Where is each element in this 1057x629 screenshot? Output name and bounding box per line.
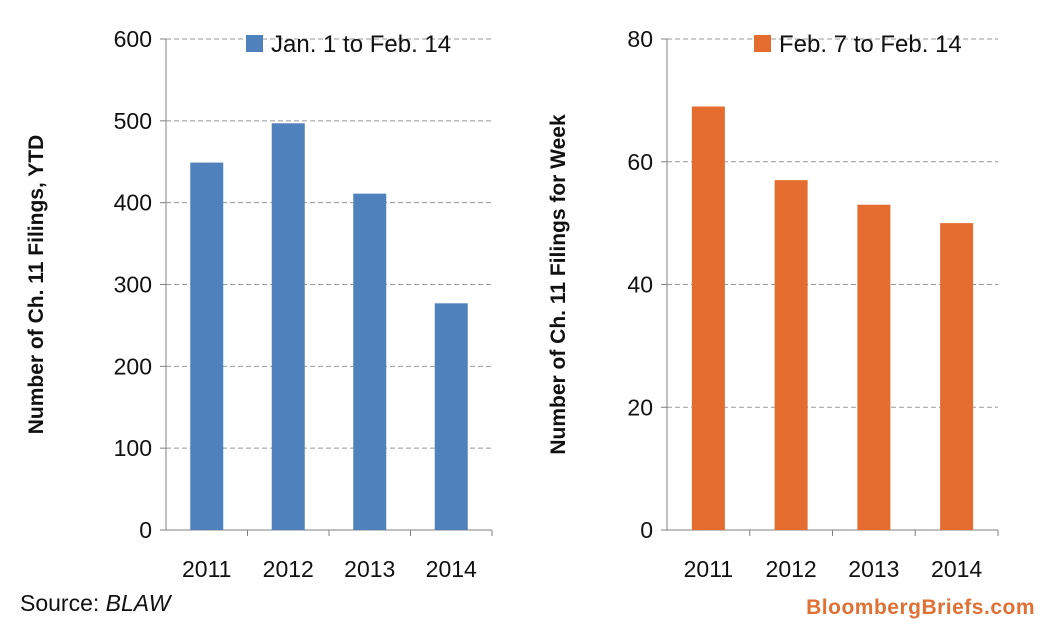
chart-2-ytick-label: 0 [640, 517, 653, 543]
chart-1-bar [434, 303, 468, 530]
chart-1-bar [190, 162, 224, 530]
chart-2-bar [857, 204, 891, 530]
chart-1-xtick-label: 2012 [263, 556, 314, 582]
chart-2-ytick-label: 60 [627, 149, 653, 175]
chart-2-ylabel: Number of Ch. 11 Filings for Week [547, 114, 570, 455]
chart-2-legend-swatch [754, 35, 771, 52]
brand-logo: BloombergBriefs.com [806, 596, 1035, 619]
chart-1-xtick-label: 2011 [182, 556, 231, 582]
chart-1-ylabel: Number of Ch. 11 Filings, YTD [25, 135, 48, 435]
chart-1-bar [271, 123, 305, 530]
chart-2-xtick-label: 2013 [848, 556, 899, 582]
chart-2-xtick-label: 2012 [766, 556, 817, 582]
chart-1-xtick-label: 2013 [344, 556, 395, 582]
chart-1-ytick-label: 600 [114, 26, 152, 52]
source-name: BLAW [105, 590, 171, 616]
chart-1-ytick-label: 0 [139, 517, 152, 543]
chart-1-ytick-label: 500 [114, 108, 152, 134]
chart-2-ytick-label: 40 [627, 272, 653, 298]
source-label: Source: [20, 590, 106, 616]
chart-1-bar [353, 193, 387, 531]
chart-1-ytick-label: 400 [114, 190, 152, 216]
chart-1-legend-swatch [246, 35, 263, 52]
chart-1-legend-label: Jan. 1 to Feb. 14 [271, 31, 451, 58]
chart-1-ytick-label: 300 [114, 272, 152, 298]
chart-2-legend-label: Feb. 7 to Feb. 14 [779, 31, 962, 58]
chart-1-ytick-label: 200 [114, 353, 152, 379]
chart-2-xtick-label: 2011 [684, 556, 733, 582]
chart-2-bar [691, 106, 725, 530]
source-note: Source: BLAW [20, 590, 170, 617]
chart-1-ytick-label: 100 [114, 435, 152, 461]
chart-2-xtick-label: 2014 [931, 556, 982, 582]
chart-2-ytick-label: 20 [627, 394, 653, 420]
chart-2-bar [940, 223, 974, 530]
chart-2-ytick-label: 80 [627, 26, 653, 52]
chart-1-xtick-label: 2014 [426, 556, 477, 582]
chart-2-bar [774, 180, 808, 530]
